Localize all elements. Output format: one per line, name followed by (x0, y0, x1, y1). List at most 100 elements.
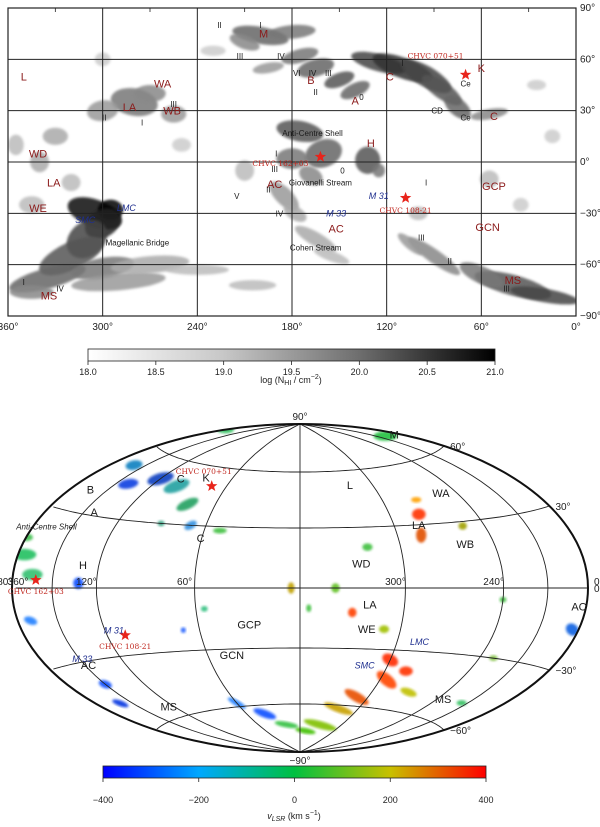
y-tick-label: −90° (580, 311, 600, 322)
region-label: WB (163, 106, 181, 118)
velocity-emission-blob (373, 431, 398, 441)
bottom-emission-map (12, 425, 579, 735)
roman-label: III (325, 69, 332, 78)
x-tick-label: 240° (187, 322, 208, 333)
region-label: M (390, 429, 399, 441)
velocity-emission-blob (399, 666, 413, 676)
emission-blob (228, 280, 277, 291)
velocity-emission-blob (458, 522, 467, 530)
emission-blob (444, 95, 471, 120)
feature-label: Anti-Centre Shell (282, 129, 343, 138)
velocity-emission-blob (118, 478, 139, 489)
longitude-tick-label: 360° (8, 577, 29, 588)
x-tick-label: 120° (376, 322, 397, 333)
emission-blob (510, 286, 576, 305)
region-label: GCP (482, 181, 506, 193)
emission-blob (527, 79, 547, 91)
galaxy-label: LMC (410, 637, 430, 647)
roman-label: III (170, 100, 177, 109)
latitude-tick-label: 0° (594, 584, 600, 595)
latitude-tick-label: −30° (555, 666, 576, 677)
region-label: MS (160, 701, 177, 713)
region-label: GCN (220, 650, 245, 662)
longitude-tick-label: 300° (385, 577, 406, 588)
galaxy-label: M 33 (326, 208, 346, 218)
velocity-emission-blob (411, 496, 422, 503)
region-label: WD (352, 559, 370, 571)
bottom-annotations: MC KBACHLWALAWBWDLAWEACACGCPGCNMSMSLMCSMC… (8, 429, 587, 713)
roman-label: I (401, 59, 403, 68)
top-y-ticks: 90° 60° 30° 0° −30° −60° −90° (580, 3, 600, 322)
velocity-emission-blob (180, 627, 186, 634)
region-label: WE (29, 203, 47, 215)
longitude-tick-label: 60° (177, 577, 192, 588)
velocity-emission-blob (565, 623, 579, 636)
velocity-emission-blob (253, 708, 277, 720)
roman-label: VI (293, 69, 301, 78)
y-tick-label: 60° (580, 54, 595, 65)
colorbar-velocity-label: vLSR (km s−1) (267, 810, 321, 823)
roman-label: III (418, 233, 425, 242)
emission-blob (200, 45, 226, 56)
roman-label: IV (277, 52, 285, 61)
roman-label: I (275, 149, 277, 158)
roman-label: I (23, 278, 25, 287)
region-label: K (478, 63, 486, 75)
roman-label: 0 (359, 93, 364, 102)
emission-blob (161, 105, 187, 123)
region-label: LA (47, 178, 61, 190)
roman-label: V (234, 192, 240, 201)
cloud-label: CHVC 108-21 (379, 206, 431, 215)
velocity-emission-blob (125, 460, 143, 471)
x-tick-label: 360° (0, 322, 18, 333)
roman-label: II (217, 21, 221, 30)
region-label: H (367, 138, 375, 150)
roman-label: IV (56, 285, 64, 294)
velocity-emission-blob (213, 527, 227, 534)
cloud-label: CHVC 070+51 (408, 52, 464, 61)
roman-label: I (425, 179, 427, 188)
emission-blob (297, 58, 335, 78)
region-label: A (351, 95, 359, 107)
velocity-emission-blob (456, 700, 467, 706)
emission-blob (42, 127, 68, 145)
region-label: L (21, 71, 27, 83)
emission-blob (281, 47, 319, 65)
emission-blob (269, 181, 299, 211)
roman-label: II (102, 114, 106, 123)
emission-blob (252, 62, 284, 74)
longitude-tick-label: 0° (594, 577, 600, 588)
velocity-emission-blob (22, 568, 43, 581)
region-label: AC (329, 224, 344, 236)
cloud-star-marker (399, 191, 412, 203)
emission-blob (313, 248, 350, 265)
roman-label: III (237, 52, 244, 61)
top-panel: 360° 300° 240° 180° 120° 60° 0° 90° 60° 30° 0° −30… (0, 3, 600, 333)
sky-ellipse-outline (11, 423, 589, 753)
region-label: C (197, 533, 205, 545)
galaxy-label: SMC (355, 661, 376, 671)
region-label: WE (358, 624, 376, 636)
region-label: GCP (237, 620, 261, 632)
colorbar-velocity: −400 −200 0 200 400 vLSR (km s−1) (93, 765, 494, 823)
region-label: MS (505, 275, 522, 287)
roman-label: II (448, 257, 452, 266)
velocity-emission-blob (376, 670, 397, 689)
colorbar-tick-label: 18.5 (147, 367, 165, 377)
emission-blob (372, 163, 386, 178)
emission-blob (71, 272, 166, 292)
region-label: C (490, 111, 498, 123)
region-label: GCN (475, 222, 500, 234)
feature-label: Cohen Stream (290, 244, 342, 253)
velocity-emission-blob (303, 719, 337, 731)
top-annotations: MBACKCHLWAWBLAWDLAWEACACGCPGCNMSMSAnti-C… (21, 21, 521, 302)
velocity-emission-blob (362, 543, 373, 551)
colorbar-tick-label: 400 (478, 795, 493, 805)
longitude-tick-label: 180° (0, 577, 12, 588)
velocity-emission-blob (348, 607, 357, 618)
galaxy-label: LMC (117, 203, 137, 213)
region-label: MS (41, 290, 58, 302)
feature-label: CD (431, 107, 443, 116)
region-label: LA (412, 520, 426, 532)
y-tick-label: 0° (580, 157, 590, 168)
